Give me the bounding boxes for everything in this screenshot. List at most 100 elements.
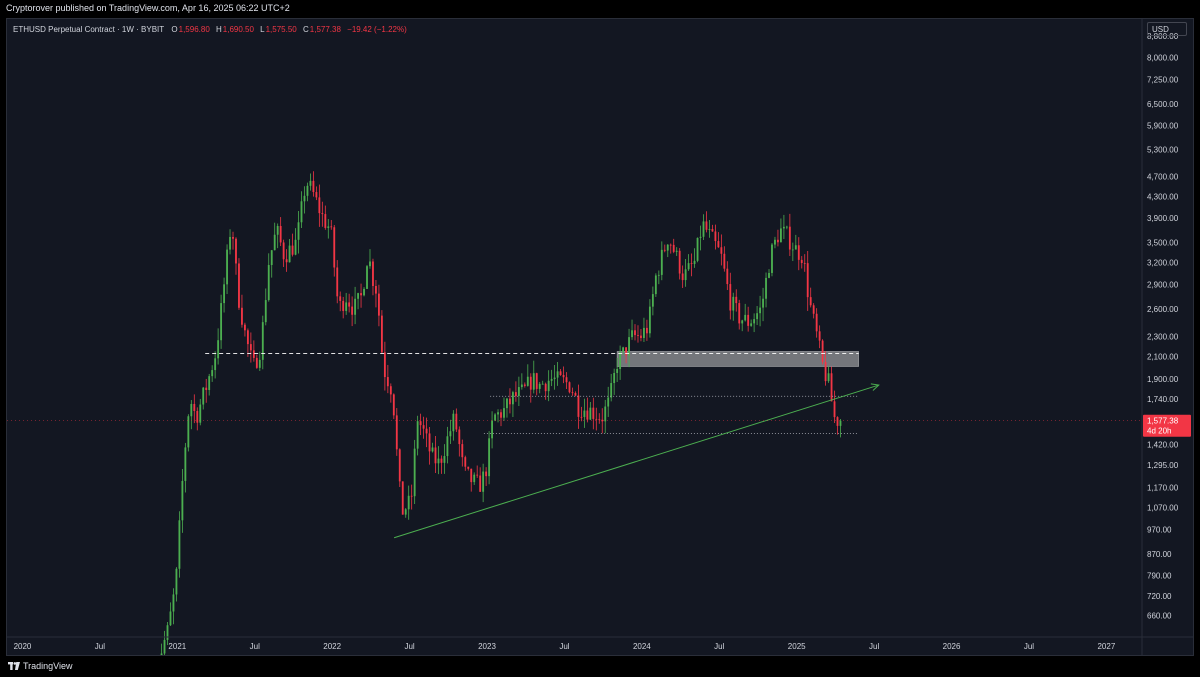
candle-body <box>824 362 827 382</box>
candle-body <box>261 322 264 360</box>
candle-body <box>318 197 321 214</box>
candle-body <box>622 347 625 352</box>
candle-body <box>598 419 601 421</box>
candle-body <box>640 335 642 338</box>
ohlc-legend: ETHUSD Perpetual Contract · 1W · BYBIT O… <box>13 25 408 34</box>
low-value: 1,575.50 <box>265 25 297 34</box>
candle-body <box>645 327 648 334</box>
open-value: 1,596.80 <box>178 25 210 34</box>
high-value: 1,690.50 <box>222 25 254 34</box>
candle-body <box>559 371 562 375</box>
candles-layer <box>160 171 842 655</box>
candle-body <box>586 410 589 420</box>
candle-body <box>315 192 318 198</box>
candle-body <box>407 495 410 510</box>
candle-body <box>553 377 556 380</box>
candle-body <box>788 226 791 250</box>
candle-body <box>220 303 223 341</box>
candle-body <box>449 431 452 437</box>
candle-body <box>252 350 255 358</box>
candle-body <box>768 272 770 278</box>
candle-body <box>264 300 267 323</box>
price-tick-label: 720.00 <box>1147 592 1172 601</box>
candle-body <box>321 213 324 215</box>
price-tick-label: 1,420.00 <box>1147 440 1179 449</box>
candle-body <box>779 228 782 243</box>
candle-body <box>440 458 443 463</box>
candle-body <box>166 625 169 640</box>
candle-body <box>276 226 279 235</box>
chart-frame[interactable]: 8,800.00 8,000.00 7,250.00 6,500.00 5,900.00… <box>6 18 1194 656</box>
candle-body <box>634 330 636 336</box>
candle-body <box>190 403 193 417</box>
candle-body <box>744 314 747 321</box>
candle-body <box>774 239 776 245</box>
candle-body <box>815 313 818 332</box>
candle-body <box>643 327 645 338</box>
candle-body <box>747 314 750 326</box>
candle-body <box>232 236 234 239</box>
candle-body <box>473 474 476 483</box>
candle-body <box>214 358 217 371</box>
candle-body <box>503 408 505 418</box>
time-tick-label: 2025 <box>788 642 806 651</box>
candle-body <box>398 449 401 482</box>
candle-body <box>771 244 773 273</box>
candle-body <box>827 373 830 382</box>
candle-body <box>535 373 538 389</box>
price-tick-label: 660.00 <box>1147 612 1172 621</box>
time-tick-label: 2026 <box>943 642 961 651</box>
candle-body <box>717 241 720 248</box>
candle-body <box>291 245 294 255</box>
candle-body <box>509 398 511 405</box>
candle-body <box>648 306 651 334</box>
support-trendline <box>393 384 879 539</box>
candle-body <box>526 376 529 386</box>
close-label: C <box>302 25 309 34</box>
candle-body <box>589 407 592 420</box>
candle-body <box>348 302 351 307</box>
publish-bar: Cryptorover published on TradingView.com… <box>0 0 1200 18</box>
candle-body <box>163 639 166 654</box>
candle-body <box>607 397 610 407</box>
price-tick-label: 7,250.00 <box>1147 75 1179 84</box>
candle-body <box>637 335 639 336</box>
candle-body <box>178 520 181 569</box>
candle-body <box>464 457 467 467</box>
candle-body <box>345 302 348 311</box>
time-tick-label: 2020 <box>14 642 32 651</box>
candle-body <box>273 234 276 251</box>
candle-body <box>366 266 368 289</box>
candle-body <box>461 444 464 458</box>
candle-body <box>628 337 630 356</box>
price-tick-label: 8,800.00 <box>1147 32 1179 41</box>
time-tick-label: 2022 <box>323 642 341 651</box>
candle-body <box>684 269 687 281</box>
candle-body <box>419 421 422 426</box>
candle-body <box>631 330 633 338</box>
time-tick-label: 2023 <box>478 642 496 651</box>
price-tick-label: 1,740.00 <box>1147 395 1179 404</box>
candle-body <box>562 374 565 378</box>
candle-body <box>196 410 199 423</box>
candle-body <box>583 410 586 417</box>
candle-body <box>666 244 669 251</box>
candle-body <box>336 267 339 297</box>
candle-body <box>580 416 583 418</box>
candle-body <box>300 201 303 223</box>
tradingview-brand: TradingView <box>23 661 73 671</box>
price-tick-label: 5,900.00 <box>1147 122 1179 131</box>
candle-body <box>669 244 672 246</box>
symbol-name[interactable]: ETHUSD Perpetual Contract · 1W · BYBIT <box>13 25 165 34</box>
candle-body <box>762 298 764 308</box>
price-chart[interactable]: 8,800.00 8,000.00 7,250.00 6,500.00 5,900.00… <box>7 19 1193 655</box>
candle-body <box>756 313 759 320</box>
candle-body <box>458 429 461 445</box>
candle-body <box>732 296 735 311</box>
candle-body <box>541 383 544 385</box>
candle-body <box>377 293 380 316</box>
candle-body <box>800 259 803 264</box>
candle-body <box>538 383 541 389</box>
candle-body <box>181 480 184 521</box>
currency-button[interactable]: USD <box>1147 22 1187 36</box>
